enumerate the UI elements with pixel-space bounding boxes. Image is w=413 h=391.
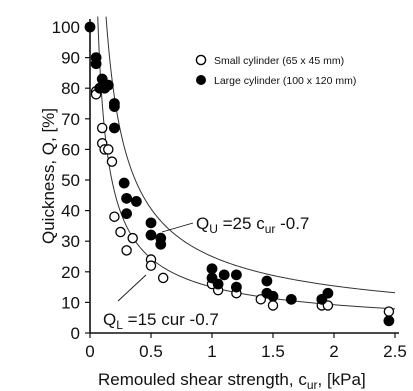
small-cylinder-point bbox=[157, 272, 169, 284]
x-tick-label: 1 bbox=[207, 342, 216, 361]
large-cylinder-point bbox=[155, 238, 167, 250]
fit-curve-ql bbox=[97, 16, 396, 310]
large-cylinder-point bbox=[130, 196, 142, 207]
x-tick-label: 0.5 bbox=[139, 342, 163, 361]
large-cylinder-point bbox=[230, 281, 242, 293]
small-cylinder-point bbox=[121, 245, 132, 256]
large-cylinder-point bbox=[218, 269, 230, 281]
small-cylinder-point bbox=[267, 300, 279, 311]
legend-filled-circle-marker bbox=[196, 75, 206, 85]
large-cylinder-point bbox=[84, 21, 96, 33]
large-cylinder-point bbox=[212, 278, 224, 290]
large-cylinder-point bbox=[109, 122, 120, 134]
small-cylinder-point bbox=[127, 232, 138, 244]
x-axis-ticks: 0 0.5 1 1.5 2 2.5 bbox=[85, 333, 407, 361]
large-cylinder-point bbox=[145, 229, 157, 241]
x-tick-label: 0 bbox=[85, 342, 94, 361]
large-cylinder-point bbox=[322, 287, 334, 299]
large-cylinder-point bbox=[109, 101, 120, 112]
plot-frame bbox=[89, 19, 399, 334]
small-cylinder-point bbox=[96, 122, 108, 134]
x-tick-label: 2 bbox=[329, 342, 338, 361]
large-cylinder-point bbox=[102, 79, 114, 91]
large-cylinder-point bbox=[285, 293, 297, 305]
large-cylinder-point bbox=[118, 177, 130, 189]
y-tick-label: 80 bbox=[61, 79, 80, 98]
large-cylinder-point bbox=[261, 275, 273, 287]
large-cylinder-point bbox=[90, 58, 102, 70]
legend-label-small: Small cylinder (65 x 45 mm) bbox=[214, 55, 344, 67]
y-tick-label: 50 bbox=[61, 171, 80, 190]
x-axis-label: Remouled shear strength, cur, [kPa] bbox=[98, 370, 366, 391]
y-tick-label: 70 bbox=[61, 110, 80, 129]
legend-open-circle-marker bbox=[195, 54, 207, 66]
small-cylinder-point bbox=[109, 211, 120, 222]
annotation-lower-pointer bbox=[117, 274, 147, 302]
annotation-upper-pointer bbox=[161, 222, 194, 233]
large-cylinder-point bbox=[230, 269, 242, 281]
legend: Small cylinder (65 x 45 mm) Large cylind… bbox=[195, 54, 356, 87]
y-tick-label: 0 bbox=[71, 324, 80, 343]
annotation-lower-curve: QL =15 cur -0.7 bbox=[103, 310, 219, 332]
y-tick-label: 60 bbox=[61, 140, 80, 159]
annotation-upper-curve: QU =25 cur -0.7 bbox=[196, 214, 309, 236]
y-tick-label: 90 bbox=[61, 49, 80, 68]
large-cylinder-point bbox=[121, 192, 132, 204]
small-cylinder-point bbox=[106, 156, 118, 167]
small-cylinder-point bbox=[145, 260, 157, 271]
y-tick-label: 20 bbox=[61, 263, 80, 282]
x-tick-label: 1.5 bbox=[261, 342, 285, 361]
y-tick-label: 40 bbox=[61, 202, 80, 221]
data-points bbox=[84, 21, 395, 327]
large-cylinder-point bbox=[383, 315, 395, 327]
large-cylinder-point bbox=[206, 263, 218, 275]
y-tick-label: 100 bbox=[52, 18, 80, 37]
large-cylinder-point bbox=[145, 217, 157, 229]
y-tick-label: 10 bbox=[61, 293, 80, 312]
large-cylinder-point bbox=[121, 208, 132, 220]
fit-curves bbox=[97, 16, 396, 310]
y-axis-ticks: 0 10 20 30 40 50 60 70 80 90 100 bbox=[52, 18, 90, 343]
large-cylinder-point bbox=[267, 290, 279, 302]
x-tick-label: 2.5 bbox=[383, 342, 407, 361]
legend-label-large: Large cylinder (100 x 120 mm) bbox=[214, 75, 356, 87]
y-axis-label: Quickness, Q, [%] bbox=[39, 108, 58, 244]
small-cylinder-point bbox=[383, 306, 395, 317]
fit-curve-qu bbox=[105, 16, 396, 294]
y-tick-label: 30 bbox=[61, 232, 80, 251]
small-cylinder-point bbox=[103, 144, 114, 155]
small-cylinder-point bbox=[115, 226, 126, 238]
